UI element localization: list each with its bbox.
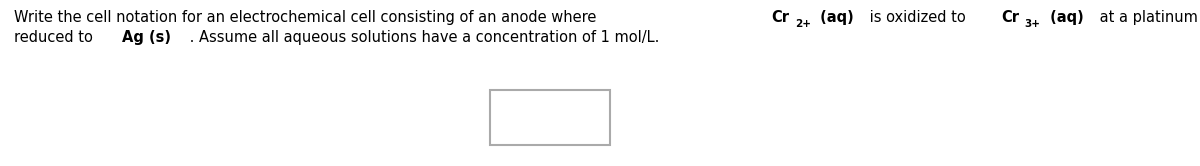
FancyBboxPatch shape <box>490 90 610 145</box>
Text: Cr: Cr <box>772 10 790 25</box>
Text: is oxidized to: is oxidized to <box>865 10 971 25</box>
Text: at a platinum electrode and a cathode where: at a platinum electrode and a cathode wh… <box>1096 10 1200 25</box>
Text: 3+: 3+ <box>1025 19 1040 29</box>
Text: Write the cell notation for an electrochemical cell consisting of an anode where: Write the cell notation for an electroch… <box>14 10 601 25</box>
Text: . Assume all aqueous solutions have a concentration of 1 mol/L.: . Assume all aqueous solutions have a co… <box>185 30 659 45</box>
Text: 2+: 2+ <box>794 19 811 29</box>
Text: Ag (s): Ag (s) <box>121 30 170 45</box>
Text: Cr: Cr <box>1001 10 1019 25</box>
Text: (aq): (aq) <box>815 10 854 25</box>
Text: (aq): (aq) <box>1045 10 1084 25</box>
Text: reduced to: reduced to <box>14 30 97 45</box>
